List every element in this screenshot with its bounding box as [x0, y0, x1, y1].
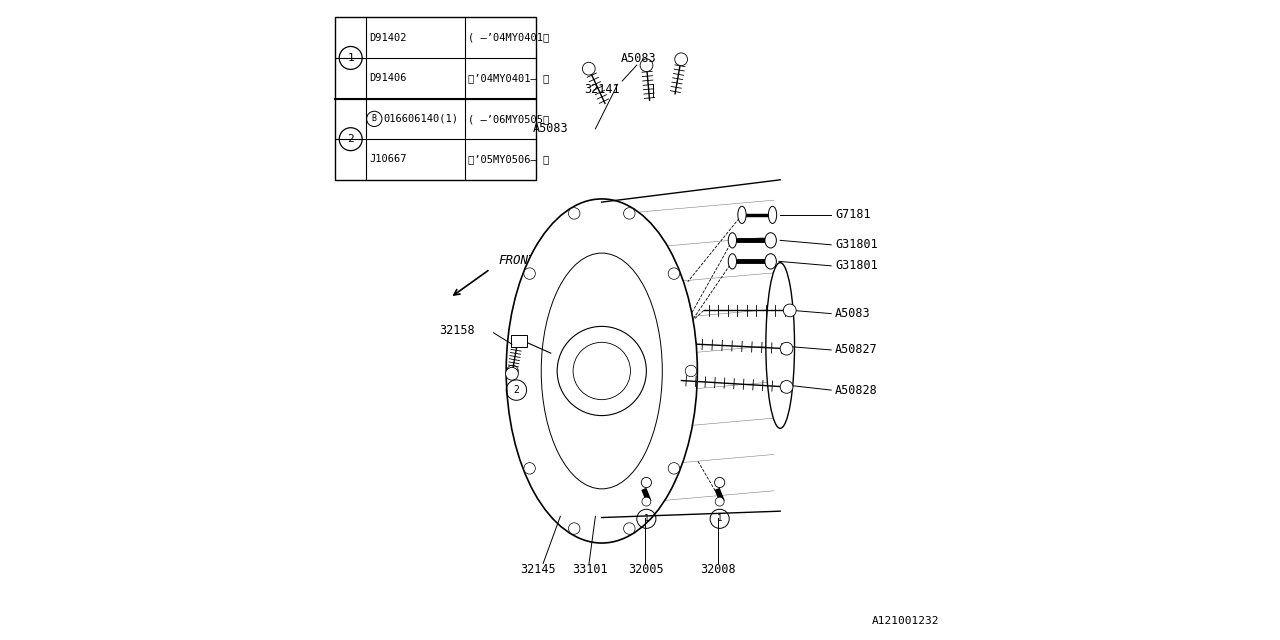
- Text: 2: 2: [347, 134, 355, 144]
- Ellipse shape: [641, 477, 652, 488]
- Text: ( –’04MY0401〉: ( –’04MY0401〉: [468, 33, 549, 43]
- Text: 32008: 32008: [700, 563, 736, 576]
- Ellipse shape: [737, 206, 746, 223]
- Circle shape: [668, 463, 680, 474]
- Ellipse shape: [728, 233, 736, 248]
- Circle shape: [675, 53, 687, 66]
- Circle shape: [685, 365, 696, 377]
- Circle shape: [568, 207, 580, 219]
- Text: A50827: A50827: [835, 344, 878, 356]
- Circle shape: [668, 268, 680, 279]
- Ellipse shape: [728, 253, 736, 269]
- Text: 1: 1: [644, 515, 649, 524]
- Text: 016606140(1): 016606140(1): [383, 114, 458, 124]
- Circle shape: [781, 342, 792, 355]
- Text: 33101: 33101: [572, 563, 608, 576]
- Text: A5083: A5083: [835, 307, 870, 320]
- Text: 〈’04MY0401– 〉: 〈’04MY0401– 〉: [468, 73, 549, 83]
- Circle shape: [524, 463, 535, 474]
- Ellipse shape: [765, 253, 777, 269]
- Bar: [511, 335, 527, 347]
- Text: G7181: G7181: [835, 209, 870, 221]
- Circle shape: [568, 523, 580, 534]
- Text: 2: 2: [513, 385, 520, 395]
- Text: 32141: 32141: [584, 83, 620, 96]
- Text: 〈’05MY0506– 〉: 〈’05MY0506– 〉: [468, 154, 549, 164]
- Ellipse shape: [765, 233, 777, 248]
- Text: G31801: G31801: [835, 259, 878, 273]
- Text: A5083: A5083: [532, 122, 568, 135]
- Text: ( –’06MY0505〉: ( –’06MY0505〉: [468, 114, 549, 124]
- Circle shape: [524, 268, 535, 279]
- Text: D91406: D91406: [369, 73, 407, 83]
- Ellipse shape: [506, 199, 698, 543]
- Text: A5083: A5083: [621, 52, 657, 65]
- Bar: [335, 17, 536, 180]
- Text: D91402: D91402: [369, 33, 407, 43]
- Ellipse shape: [765, 262, 795, 428]
- Circle shape: [557, 326, 646, 415]
- Text: FRONT: FRONT: [498, 254, 536, 268]
- Circle shape: [783, 304, 796, 317]
- Text: 1: 1: [717, 515, 722, 524]
- Ellipse shape: [716, 497, 724, 506]
- Circle shape: [506, 367, 518, 380]
- Circle shape: [623, 207, 635, 219]
- Circle shape: [507, 365, 518, 377]
- Text: J10667: J10667: [369, 154, 407, 164]
- Circle shape: [640, 59, 653, 72]
- Text: 32145: 32145: [520, 563, 556, 576]
- Ellipse shape: [714, 477, 724, 488]
- Text: A121001232: A121001232: [872, 616, 940, 626]
- Ellipse shape: [641, 497, 650, 506]
- Text: B: B: [371, 115, 376, 124]
- Ellipse shape: [768, 206, 777, 223]
- Text: 1: 1: [347, 53, 355, 63]
- Text: A50828: A50828: [835, 383, 878, 397]
- Circle shape: [781, 381, 792, 394]
- Circle shape: [623, 523, 635, 534]
- Circle shape: [582, 62, 595, 75]
- Text: 32005: 32005: [628, 563, 664, 576]
- Text: G31801: G31801: [835, 238, 878, 252]
- Text: 32158: 32158: [439, 324, 475, 337]
